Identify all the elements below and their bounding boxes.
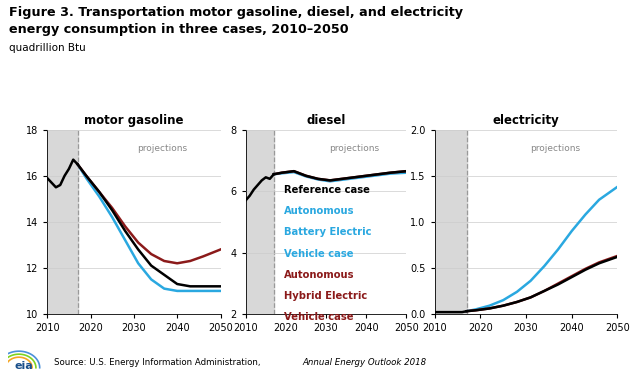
Bar (47, 130, 77, 314)
Text: Battery Electric: Battery Electric (284, 227, 372, 237)
Title: electricity: electricity (493, 114, 559, 127)
Text: Annual Energy Outlook 2018: Annual Energy Outlook 2018 (302, 358, 427, 367)
Text: Vehicle case: Vehicle case (284, 312, 354, 322)
Text: Hybrid Electric: Hybrid Electric (284, 291, 367, 301)
Text: Autonomous: Autonomous (284, 206, 355, 216)
Text: Vehicle case: Vehicle case (284, 249, 354, 259)
Text: eia: eia (14, 361, 33, 371)
Text: projections: projections (137, 144, 188, 153)
Title: diesel: diesel (306, 114, 346, 127)
Bar (435, 130, 467, 314)
Text: Reference case: Reference case (284, 185, 370, 195)
Bar (246, 130, 274, 314)
Text: Source: U.S. Energy Information Administration,: Source: U.S. Energy Information Administ… (54, 358, 263, 367)
Text: energy consumption in three cases, 2010–2050: energy consumption in three cases, 2010–… (9, 23, 349, 36)
Text: projections: projections (530, 144, 580, 153)
Text: Autonomous: Autonomous (284, 270, 355, 280)
Title: motor gasoline: motor gasoline (84, 114, 183, 127)
Text: projections: projections (329, 144, 379, 153)
Text: Figure 3. Transportation motor gasoline, diesel, and electricity: Figure 3. Transportation motor gasoline,… (9, 6, 464, 19)
Text: quadrillion Btu: quadrillion Btu (9, 43, 86, 53)
